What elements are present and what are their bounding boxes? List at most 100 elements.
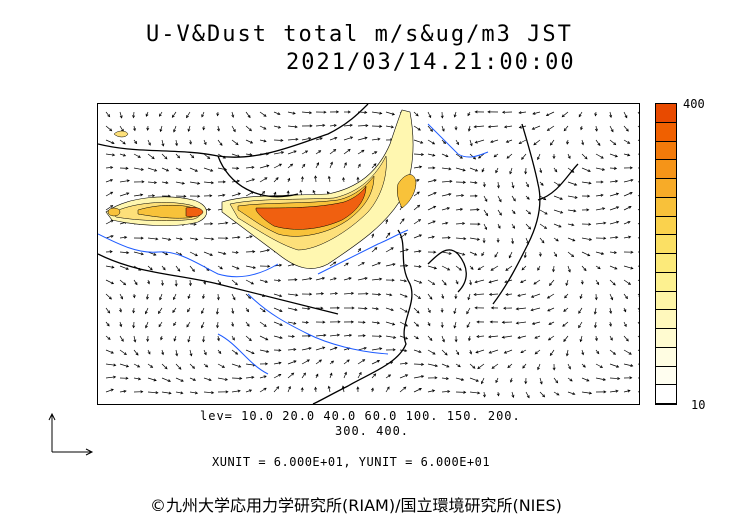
wind-arrow	[259, 279, 268, 283]
wind-arrowhead	[456, 141, 459, 146]
wind-arrowhead	[126, 251, 130, 255]
wind-arrow	[564, 293, 569, 299]
wind-arrow	[441, 167, 451, 170]
wind-arrowhead	[584, 156, 588, 160]
wind-arrowhead	[429, 296, 433, 300]
wind-arrowhead	[251, 375, 255, 379]
wind-arrowhead	[503, 306, 507, 310]
wind-arrowhead	[530, 295, 535, 298]
wind-arrowhead	[501, 110, 506, 114]
wind-arrow	[189, 265, 195, 272]
wind-arrowhead	[164, 366, 168, 370]
wind-arrowhead	[370, 387, 374, 391]
wind-arrowhead	[563, 308, 567, 312]
wind-arrowhead	[567, 269, 571, 273]
wind-arrowhead	[547, 308, 551, 312]
wind-arrowhead	[342, 176, 346, 181]
wind-arrowhead	[126, 192, 130, 196]
wind-vector-field	[105, 110, 639, 399]
wind-arrow	[511, 237, 514, 244]
wind-arrow	[441, 222, 448, 225]
wind-arrowhead	[588, 181, 592, 185]
wind-arrow	[623, 363, 633, 367]
wind-arrowhead	[336, 306, 340, 310]
wind-arrow	[427, 349, 436, 355]
wind-arrow	[385, 125, 394, 128]
wind-arrow	[399, 362, 408, 365]
colorbar-segment	[656, 235, 676, 254]
wind-arrow	[567, 167, 575, 173]
wind-arrow	[301, 111, 312, 114]
wind-arrow	[385, 263, 396, 267]
wind-arrow	[466, 307, 471, 314]
wind-arrowhead	[453, 310, 457, 315]
wind-arrowhead	[237, 235, 241, 239]
wind-arrowhead	[456, 351, 460, 356]
wind-arrow	[441, 265, 450, 271]
wind-arrow	[567, 363, 571, 370]
wind-arrow	[342, 386, 345, 393]
wind-arrowhead	[579, 339, 583, 343]
wind-arrowhead	[344, 162, 347, 166]
wind-arrowhead	[509, 379, 513, 383]
wind-arrow	[609, 293, 613, 300]
wind-arrowhead	[462, 168, 466, 172]
wind-arrowhead	[191, 155, 195, 159]
wind-arrow	[567, 391, 575, 395]
wind-arrowhead	[132, 310, 136, 314]
wind-arrowhead	[173, 322, 176, 327]
wind-arrowhead	[193, 222, 197, 226]
wind-arrow	[371, 307, 379, 310]
wind-arrow	[245, 251, 255, 253]
wind-arrow	[175, 237, 183, 240]
wind-arrow	[161, 139, 164, 146]
wind-arrow	[245, 153, 252, 156]
wind-arrowhead	[347, 148, 351, 152]
wind-arrow	[504, 125, 513, 128]
wind-arrow	[490, 139, 499, 143]
wind-arrow	[371, 138, 380, 141]
wind-arrowhead	[571, 254, 575, 258]
wind-arrowhead	[629, 376, 633, 380]
wind-arrowhead	[477, 222, 481, 226]
wind-arrow	[506, 139, 513, 143]
wind-arrow	[105, 153, 115, 156]
colorbar-segment	[656, 291, 676, 311]
wind-arrow	[119, 180, 130, 183]
wind-arrowhead	[581, 142, 585, 146]
wind-arrow	[469, 363, 476, 369]
wind-arrowhead	[586, 378, 590, 382]
wind-arrow	[623, 139, 630, 144]
wind-arrowhead	[488, 335, 492, 339]
wind-arrowhead	[459, 155, 463, 159]
wind-arrowhead	[172, 296, 176, 301]
wind-arrow	[413, 125, 421, 131]
wind-arrow	[441, 125, 445, 132]
wind-arrow	[413, 335, 419, 339]
wind-arrow	[413, 388, 422, 393]
copyright-notice: ©九州大学応用力学研究所(RIAM)/国立環境研究所(NIES)	[150, 496, 562, 515]
wind-arrow	[508, 251, 513, 258]
wind-arrowhead	[171, 114, 175, 118]
wind-arrow	[441, 207, 450, 211]
wind-arrow	[469, 209, 480, 211]
wind-arrowhead	[630, 178, 634, 182]
wind-arrow	[469, 139, 473, 146]
wind-arrow	[231, 293, 236, 300]
wind-arrowhead	[327, 385, 331, 389]
wind-arrowhead	[463, 390, 467, 394]
wind-arrowhead	[263, 387, 267, 391]
wind-arrowhead	[294, 278, 298, 282]
wind-arrowhead	[534, 351, 538, 355]
wind-arrowhead	[443, 282, 447, 286]
colorbar-segment	[656, 385, 676, 404]
wind-arrow	[329, 373, 333, 379]
wind-arrowhead	[218, 351, 222, 355]
wind-arrowhead	[495, 170, 499, 174]
wind-arrowhead	[615, 389, 619, 393]
wind-arrow	[203, 335, 205, 342]
wind-arrowhead	[552, 367, 556, 371]
wind-arrowhead	[432, 351, 436, 355]
wind-arrow	[567, 181, 577, 186]
wind-arrowhead	[300, 176, 304, 180]
